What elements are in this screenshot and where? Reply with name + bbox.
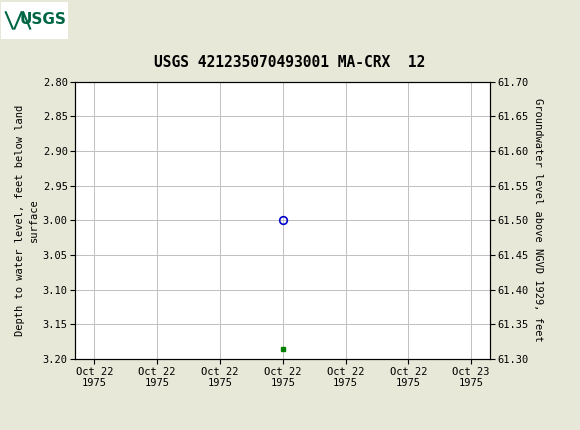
Y-axis label: Depth to water level, feet below land
surface: Depth to water level, feet below land su… xyxy=(16,105,39,336)
Bar xyxy=(1,2,68,39)
Y-axis label: Groundwater level above NGVD 1929, feet: Groundwater level above NGVD 1929, feet xyxy=(533,98,543,342)
Text: USGS 421235070493001 MA-CRX  12: USGS 421235070493001 MA-CRX 12 xyxy=(154,55,426,70)
Text: USGS: USGS xyxy=(20,12,67,27)
